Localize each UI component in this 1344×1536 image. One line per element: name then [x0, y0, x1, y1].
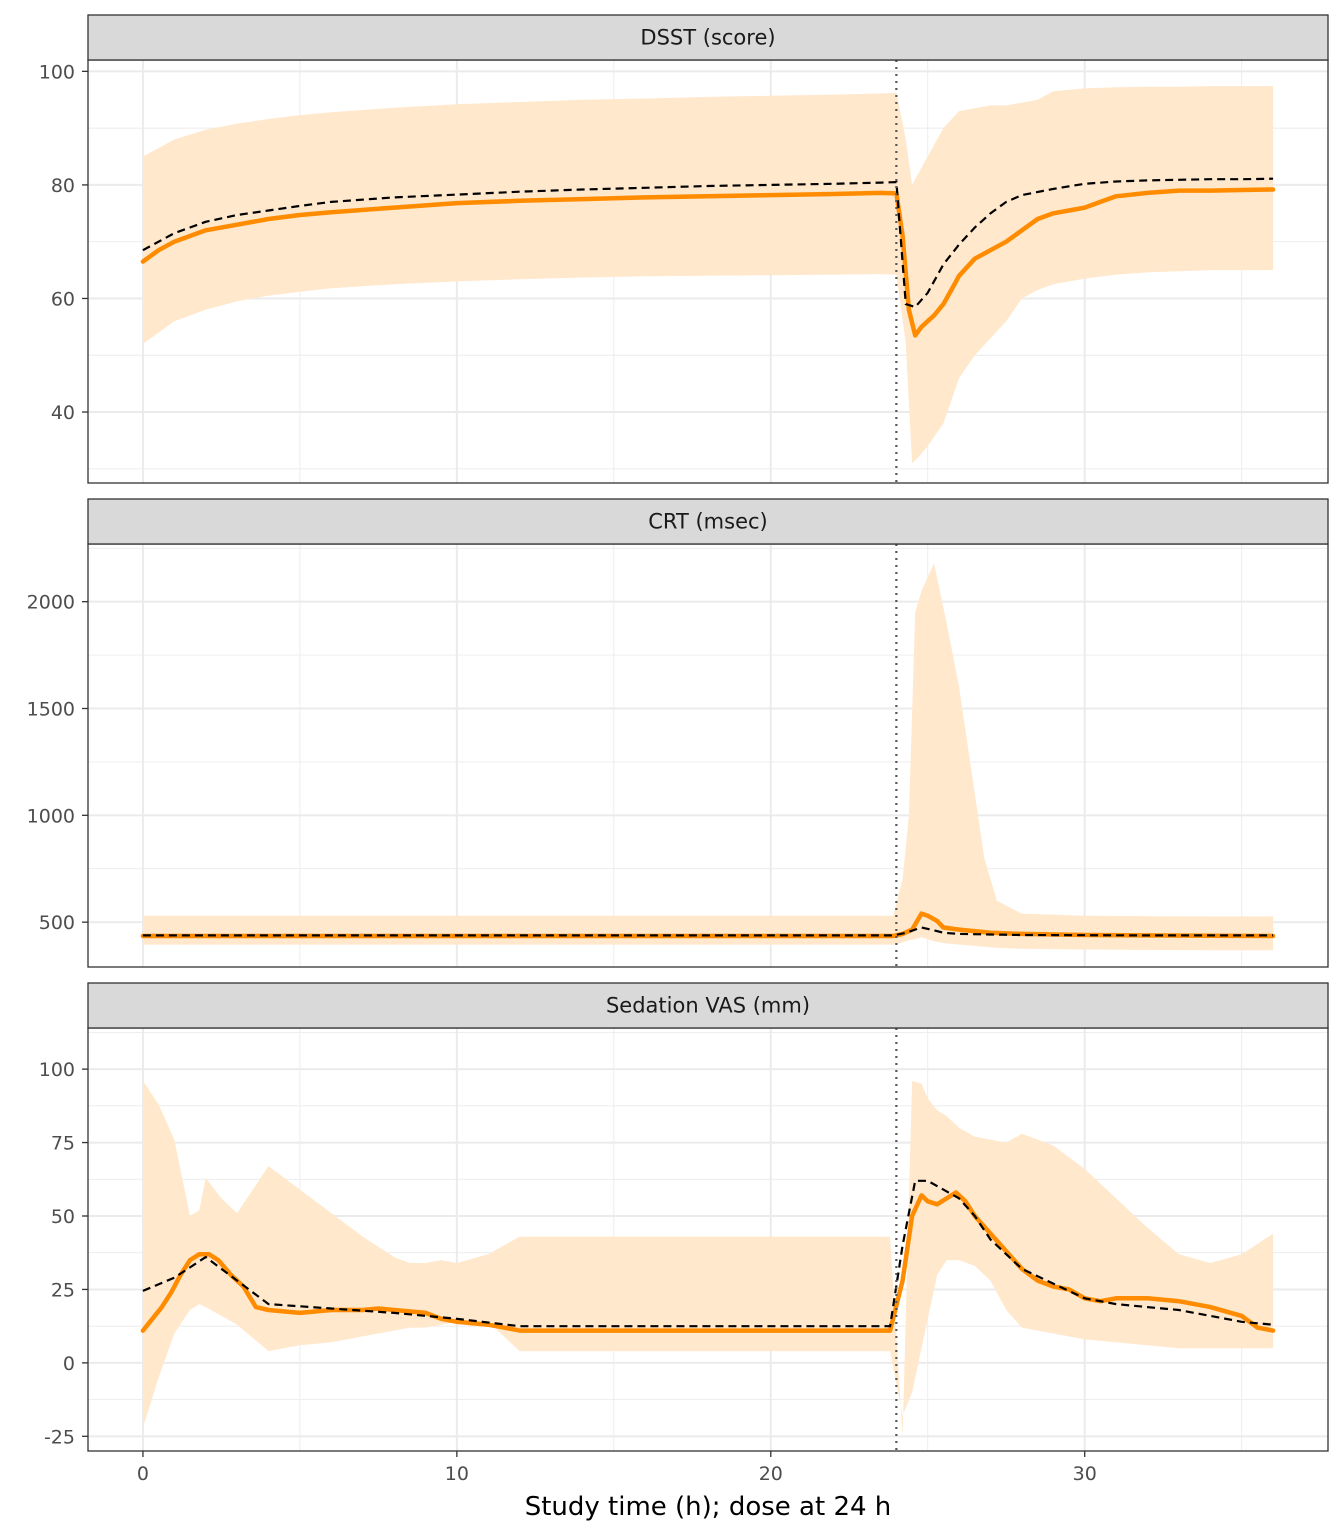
facet-strip	[87, 498, 1329, 545]
reference-line	[142, 1179, 1274, 1328]
x-tick-label: 0	[137, 1463, 149, 1485]
reference-line	[142, 177, 1274, 309]
y-tick-label: 0	[63, 1353, 75, 1375]
prediction-band	[142, 86, 1274, 464]
reference-line	[142, 926, 1274, 937]
x-axis-title: Study time (h); dose at 24 h	[525, 1492, 892, 1522]
panel-2: CRT (msec) 500 1000 1500 2000	[27, 498, 1329, 968]
y-tick-label: 100	[39, 1059, 75, 1081]
plot-background	[88, 544, 1328, 967]
y-tick-label: 75	[51, 1133, 75, 1155]
median-line	[140, 187, 1276, 338]
x-tick-label: 10	[445, 1463, 469, 1485]
facet-strip-label: DSST (score)	[640, 26, 775, 50]
y-tick-label: 80	[51, 175, 75, 197]
y-tick-label: 100	[39, 61, 75, 83]
y-tick-label: 1000	[27, 805, 75, 827]
facet-strip-label: Sedation VAS (mm)	[606, 994, 810, 1018]
y-tick-label: 25	[51, 1279, 75, 1301]
facet-strip	[87, 14, 1329, 61]
prediction-band	[142, 1080, 1274, 1437]
y-tick-label: 50	[51, 1206, 75, 1228]
y-tick-label: 2000	[27, 592, 75, 614]
y-tick-label: 500	[39, 912, 75, 934]
x-axis: 0 10 20 30	[137, 1451, 1097, 1485]
y-tick-label: 60	[51, 288, 75, 310]
facet-strip	[87, 982, 1329, 1029]
x-tick-label: 30	[1073, 1463, 1097, 1485]
panel-3: Sedation VAS (mm) -25 0 25 50 75 100	[39, 982, 1329, 1452]
y-tick-label: -25	[44, 1426, 75, 1448]
y-tick-label: 1500	[27, 699, 75, 721]
panel-1: DSST (score) 40 60 80 100	[39, 14, 1329, 484]
x-tick-label: 20	[759, 1463, 783, 1485]
median-line	[140, 1190, 1276, 1333]
y-tick-label: 40	[51, 402, 75, 424]
facet-strip-label: CRT (msec)	[648, 510, 767, 534]
